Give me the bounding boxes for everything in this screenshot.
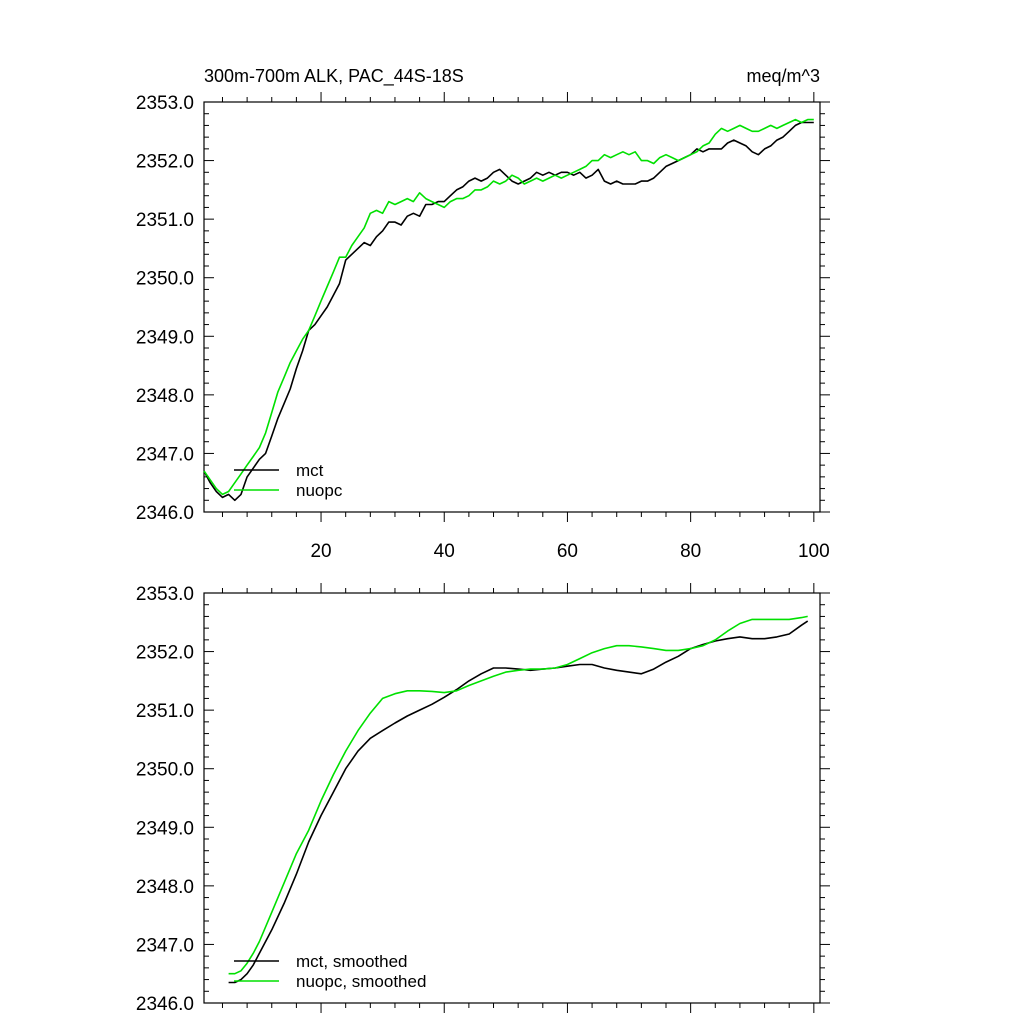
series-lines-bottom bbox=[228, 615, 809, 984]
y-tick-label-bottom: 2352.0 bbox=[136, 643, 194, 664]
x-tick-label-top: 20 bbox=[310, 541, 331, 562]
panel-bottom: 2346.0 2347.0 2348.0 2349.0 2350.0 2351.0 2352… bbox=[136, 583, 830, 1015]
y-tick-label-top: 2353.0 bbox=[136, 93, 194, 114]
legend-label-top: nuopc bbox=[296, 481, 343, 500]
x-tick-label-top: 40 bbox=[434, 541, 455, 562]
chart-title: 300m-700m ALK, PAC_44S-18S bbox=[204, 66, 464, 87]
series-line-nuopc-top bbox=[203, 118, 814, 496]
y-tick-label-top: 2347.0 bbox=[136, 444, 194, 465]
plot-frame-bottom bbox=[203, 592, 821, 1004]
legend-label-bottom: nuopc, smoothed bbox=[296, 972, 426, 991]
x-tick-labels-top: 20 40 60 80 100 bbox=[310, 541, 829, 562]
x-tick-label-top: 80 bbox=[680, 541, 701, 562]
series-lines-top bbox=[203, 118, 814, 502]
y-tick-label-bottom: 2351.0 bbox=[136, 701, 194, 722]
series-line-nuopc-smoothed-bottom bbox=[228, 615, 808, 975]
ticks-top bbox=[204, 92, 830, 522]
y-tick-label-bottom: 2347.0 bbox=[136, 935, 194, 956]
panel-top: 300m-700m ALK, PAC_44S-18S meq/m^3 2346.… bbox=[136, 66, 830, 562]
x-tick-label-top: 100 bbox=[798, 541, 830, 562]
y-tick-label-top: 2352.0 bbox=[136, 152, 194, 173]
x-tick-label-top: 60 bbox=[557, 541, 578, 562]
y-tick-label-top: 2351.0 bbox=[136, 210, 194, 231]
legend-label-bottom: mct, smoothed bbox=[296, 952, 408, 971]
y-tick-label-top: 2348.0 bbox=[136, 386, 194, 407]
y-tick-label-top: 2350.0 bbox=[136, 269, 194, 290]
series-line-mct-smoothed-bottom bbox=[228, 620, 809, 984]
y-tick-label-bottom: 2353.0 bbox=[136, 584, 194, 605]
ticks-bottom bbox=[204, 583, 830, 1013]
y-tick-label-bottom: 2349.0 bbox=[136, 818, 194, 839]
y-tick-label-bottom: 2350.0 bbox=[136, 760, 194, 781]
y-tick-labels-top: 2346.0 2347.0 2348.0 2349.0 2350.0 2351.0 2352… bbox=[136, 93, 194, 524]
plot-frame-top bbox=[203, 101, 821, 513]
y-tick-label-bottom: 2348.0 bbox=[136, 877, 194, 898]
chart-units: meq/m^3 bbox=[747, 66, 820, 86]
y-tick-label-top: 2346.0 bbox=[136, 503, 194, 524]
y-tick-labels-bottom: 2346.0 2347.0 2348.0 2349.0 2350.0 2351.0 2352… bbox=[136, 584, 194, 1015]
y-tick-label-top: 2349.0 bbox=[136, 327, 194, 348]
legend-label-top: mct bbox=[296, 461, 324, 480]
y-tick-label-bottom: 2346.0 bbox=[136, 994, 194, 1015]
